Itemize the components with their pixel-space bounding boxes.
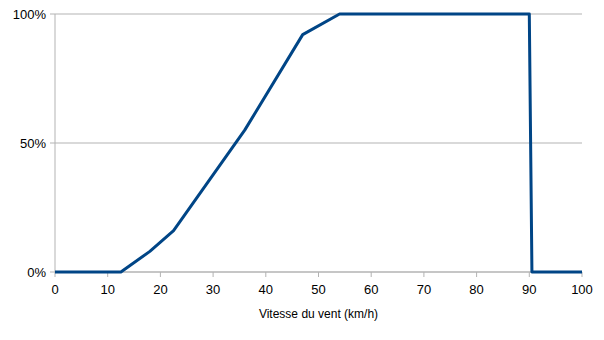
x-tick [529, 272, 530, 277]
x-tick-label: 40 [259, 282, 273, 297]
x-tick [160, 272, 161, 277]
x-tick [213, 272, 214, 277]
x-tick-label: 50 [311, 282, 325, 297]
y-tick-label: 50% [20, 136, 46, 151]
x-tick [265, 272, 266, 277]
data-line [55, 14, 582, 272]
x-axis-label: Vitesse du vent (km/h) [259, 307, 378, 321]
x-tick-label: 100 [571, 282, 593, 297]
x-tick [371, 272, 372, 277]
x-tick [423, 272, 424, 277]
y-tick-label: 0% [27, 265, 46, 280]
chart: 0% 50% 100% 0 10 20 30 40 50 60 70 80 90 100 Vitesse d… [0, 0, 604, 340]
y-tick [50, 143, 55, 144]
x-tick-label: 70 [417, 282, 431, 297]
x-tick-label: 10 [100, 282, 114, 297]
y-axis [55, 14, 56, 272]
x-tick-label: 60 [364, 282, 378, 297]
x-tick [318, 272, 319, 277]
x-tick-label: 80 [469, 282, 483, 297]
x-tick-label: 20 [153, 282, 167, 297]
x-tick-label: 0 [51, 282, 58, 297]
y-tick-label: 100% [13, 7, 47, 22]
plot-area [55, 14, 582, 272]
x-tick [476, 272, 477, 277]
x-tick-label: 30 [206, 282, 220, 297]
y-tick [50, 272, 55, 273]
grid-line [55, 143, 582, 144]
x-tick-label: 90 [522, 282, 536, 297]
y-tick [50, 14, 55, 15]
